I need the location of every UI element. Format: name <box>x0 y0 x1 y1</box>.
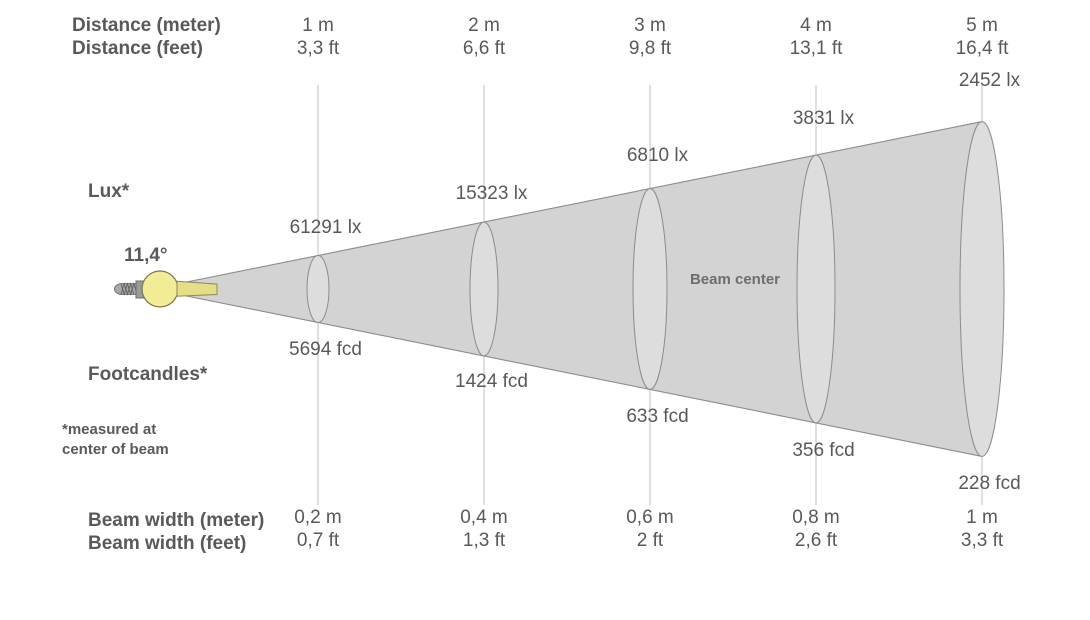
svg-text:Beam center: Beam center <box>690 271 780 288</box>
